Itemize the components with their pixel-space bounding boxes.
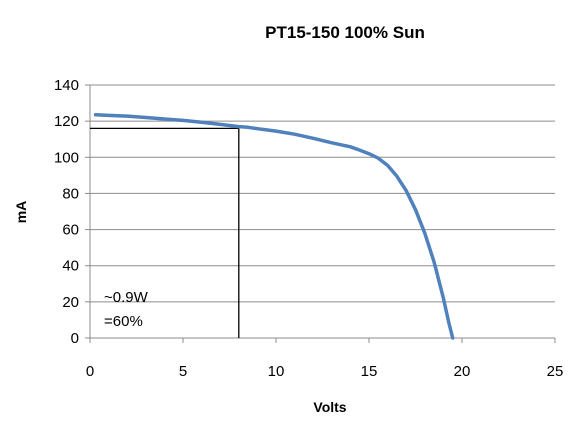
y-tick-label-40: 40 <box>62 258 79 275</box>
y-tick-label-100: 100 <box>54 149 79 166</box>
x-tick-label-0: 0 <box>86 363 94 380</box>
x-tick-label-20: 20 <box>454 363 471 380</box>
y-tick-label-60: 60 <box>62 222 79 239</box>
gridlines <box>90 84 555 303</box>
x-tick-label-15: 15 <box>361 363 378 380</box>
y-tick-label-140: 140 <box>54 77 79 94</box>
y-tick-label-80: 80 <box>62 185 79 202</box>
x-tick-label-5: 5 <box>179 363 187 380</box>
y-tick-label-0: 0 <box>71 330 79 347</box>
x-tick-label-10: 10 <box>268 363 285 380</box>
series-group <box>93 113 455 340</box>
reference-lines <box>90 127 240 338</box>
y-tick-labels: 0 20 40 60 80 100 120 140 <box>54 77 79 347</box>
annotation-line-1: =60% <box>104 313 143 330</box>
y-tick-label-120: 120 <box>54 113 79 130</box>
chart-title: PT15-150 100% Sun <box>265 23 425 42</box>
plot-frame <box>85 84 556 343</box>
series-line-0 <box>93 113 455 340</box>
x-tick-labels: 0 5 10 15 20 25 <box>86 363 564 380</box>
annotation-text: ~0.9W =60% <box>104 289 149 330</box>
annotation-line-0: ~0.9W <box>104 289 149 306</box>
x-axis-title: Volts <box>313 399 346 415</box>
y-axis-title: mA <box>13 201 29 224</box>
y-tick-label-20: 20 <box>62 294 79 311</box>
x-tick-label-25: 25 <box>547 363 564 380</box>
